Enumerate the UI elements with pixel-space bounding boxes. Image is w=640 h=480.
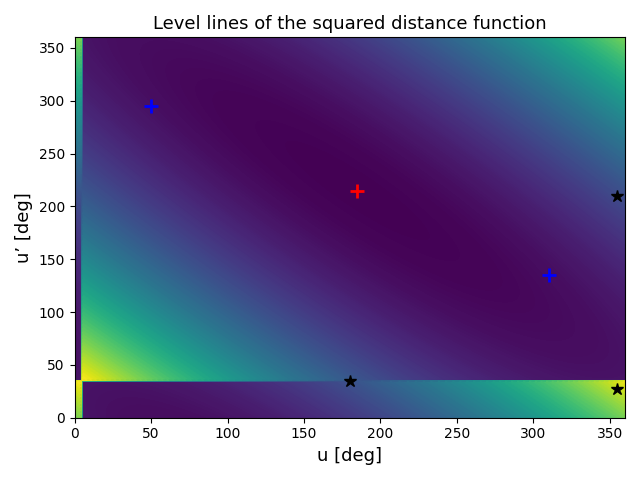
Title: Level lines of the squared distance function: Level lines of the squared distance func… [153, 15, 547, 33]
X-axis label: u [deg]: u [deg] [317, 447, 382, 465]
Y-axis label: u’ [deg]: u’ [deg] [15, 192, 33, 263]
